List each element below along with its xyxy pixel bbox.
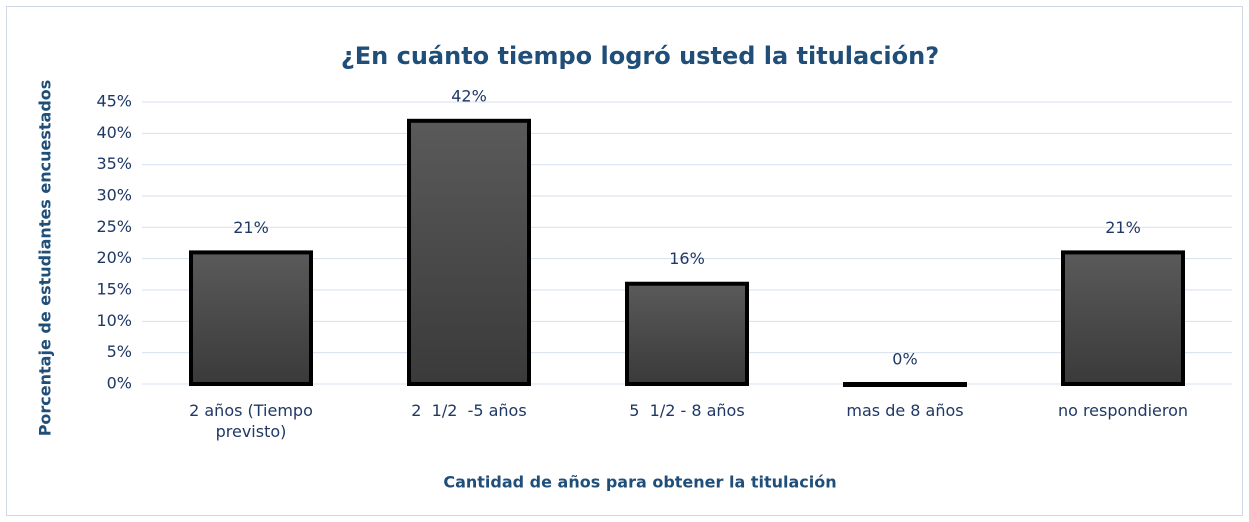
- x-tick-label: 2 años (Tiempo previsto): [189, 401, 318, 441]
- y-tick-label: 35%: [96, 154, 132, 173]
- bar: [407, 118, 531, 387]
- chart-title: ¿En cuánto tiempo logró usted la titulac…: [341, 42, 939, 70]
- y-tick-label: 45%: [96, 92, 132, 111]
- y-tick-label: 40%: [96, 123, 132, 142]
- y-axis-label: Porcentaje de estudiantes encuestados: [36, 80, 55, 437]
- data-label: 21%: [233, 218, 269, 237]
- y-tick-label: 30%: [96, 186, 132, 205]
- data-label: 0%: [892, 350, 917, 369]
- y-tick-label: 20%: [96, 248, 132, 267]
- data-label: 42%: [451, 86, 487, 105]
- x-axis-label: Cantidad de años para obtener la titulac…: [443, 473, 836, 492]
- y-tick-label: 10%: [96, 311, 132, 330]
- bar: [625, 281, 749, 387]
- y-tick-label: 25%: [96, 217, 132, 236]
- y-tick-label: 15%: [96, 280, 132, 299]
- x-tick-label: no respondieron: [1057, 401, 1189, 420]
- data-label: 16%: [669, 249, 705, 268]
- data-label: 21%: [1105, 218, 1141, 237]
- x-tick-label: mas de 8 años: [846, 401, 964, 420]
- x-tick-label: 2 1/2 -5 años: [411, 401, 527, 420]
- bar: [1061, 250, 1185, 386]
- y-tick-label: 5%: [107, 342, 132, 361]
- x-tick-label: 5 1/2 - 8 años: [629, 401, 745, 420]
- y-tick-label: 0%: [107, 374, 132, 393]
- bar: [843, 382, 967, 387]
- bar: [189, 250, 313, 386]
